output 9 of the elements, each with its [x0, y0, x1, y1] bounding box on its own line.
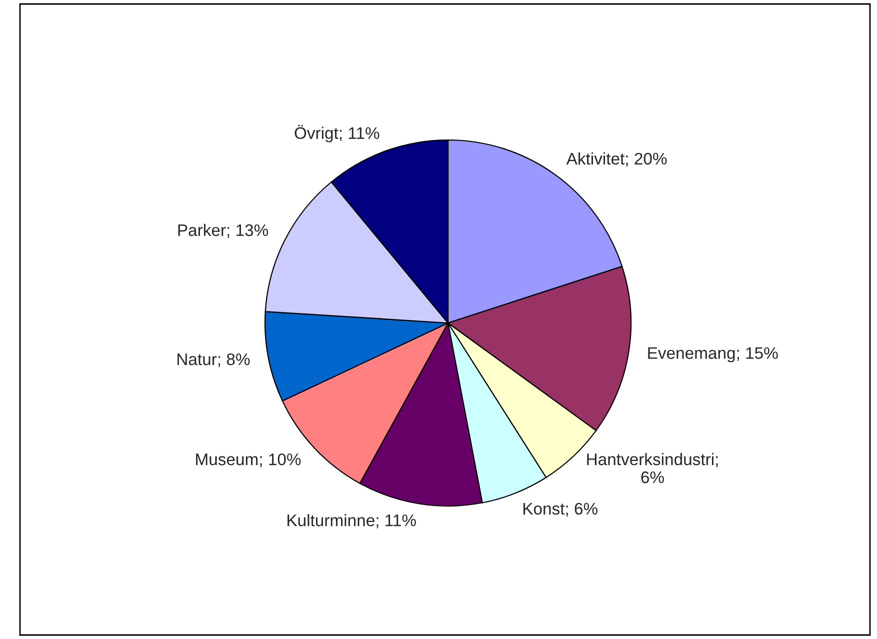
slice-label: Museum; 10%	[196, 453, 301, 468]
slice-label: Kulturminne; 11%	[288, 514, 416, 528]
slice-label: Konst; 6%	[523, 502, 598, 517]
slice-label: Natur; 8%	[178, 353, 250, 368]
slice-label: Övrigt; 11%	[294, 124, 380, 142]
slice-label: Aktivitet; 20%	[566, 152, 667, 167]
slice-label: Hantverksindustri; 6%	[587, 452, 718, 484]
slice-label: Evenemang; 15%	[648, 347, 778, 362]
slice-label: Parker; 13%	[178, 224, 268, 238]
